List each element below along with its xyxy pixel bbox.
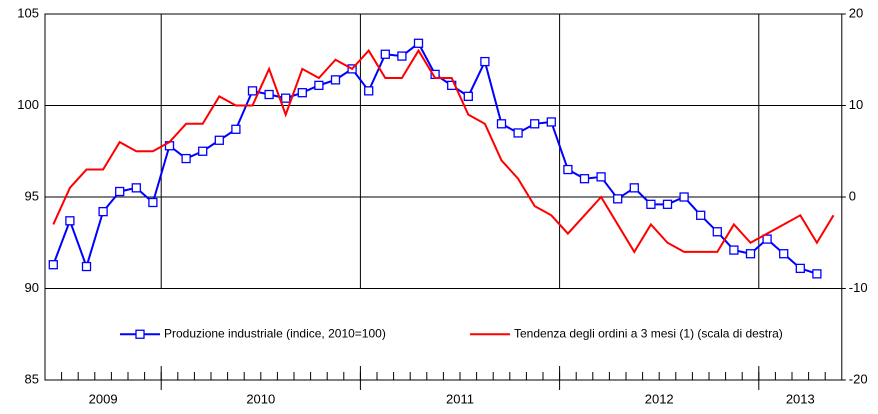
x-year-label: 2011 xyxy=(446,391,474,406)
legend-label: Tendenza degli ordini a 3 mesi (1) (scal… xyxy=(514,326,783,340)
point xyxy=(81,261,92,272)
point xyxy=(297,88,307,98)
point xyxy=(812,269,822,279)
point xyxy=(231,124,241,134)
legend-label: Produzione industriale (indice, 2010=100… xyxy=(164,326,386,340)
point xyxy=(463,91,473,101)
point xyxy=(530,119,540,129)
x-year-label: 2010 xyxy=(246,391,275,406)
point xyxy=(662,199,673,209)
point xyxy=(513,128,523,138)
point xyxy=(115,186,125,197)
point xyxy=(397,51,407,61)
y2-tick-label: 20 xyxy=(849,5,863,20)
y-tick-label: 85 xyxy=(25,371,39,386)
point xyxy=(364,86,374,96)
point xyxy=(148,197,158,208)
point xyxy=(745,249,756,259)
x-year-label: 2013 xyxy=(786,391,815,406)
point xyxy=(247,86,258,96)
point xyxy=(613,194,623,204)
x-year-label: 2012 xyxy=(645,391,674,406)
point xyxy=(496,119,507,129)
point xyxy=(563,164,573,175)
point xyxy=(596,172,606,182)
series-line xyxy=(52,48,835,254)
point xyxy=(214,135,224,145)
point xyxy=(729,245,739,255)
point xyxy=(330,75,341,85)
y2-tick-label: 10 xyxy=(849,97,863,112)
point xyxy=(48,260,58,270)
y-tick-label: 105 xyxy=(17,5,39,20)
point xyxy=(198,146,208,156)
point xyxy=(98,206,108,217)
y2-tick-label: -20 xyxy=(849,371,868,386)
point xyxy=(679,192,689,202)
point xyxy=(314,80,324,91)
point xyxy=(181,153,191,164)
legend-marker xyxy=(135,329,145,339)
point xyxy=(546,117,556,127)
point xyxy=(579,174,590,184)
point xyxy=(762,234,772,244)
x-year-label: 2009 xyxy=(89,391,118,406)
point xyxy=(131,183,141,193)
point xyxy=(629,183,639,193)
y2-tick-label: 0 xyxy=(849,188,856,203)
point xyxy=(795,263,805,274)
point xyxy=(646,199,656,209)
point xyxy=(712,227,722,237)
point xyxy=(779,249,789,259)
y2-tick-label: -10 xyxy=(849,280,868,295)
point xyxy=(264,89,274,100)
point xyxy=(480,56,490,67)
point xyxy=(413,38,424,48)
point xyxy=(281,93,291,103)
y-tick-label: 100 xyxy=(17,97,39,112)
point xyxy=(696,210,706,220)
y-tick-label: 95 xyxy=(25,188,39,203)
point xyxy=(65,216,75,226)
point xyxy=(380,49,390,59)
y-tick-label: 90 xyxy=(25,280,39,295)
